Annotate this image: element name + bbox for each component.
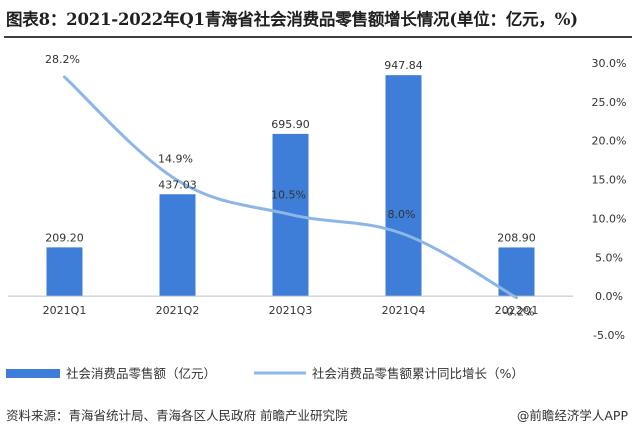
y-right-tick-label: 25.0% [592,96,627,109]
legend: 社会消费品零售额（亿元） 社会消费品零售额累计同比增长（%） [6,366,524,381]
growth-value-label: 8.0% [388,208,416,221]
legend-bar-swatch [6,369,60,378]
title-divider [4,36,632,38]
bar-value-label: 209.20 [45,231,84,244]
legend-line-label: 社会消费品零售额累计同比增长（%） [312,366,524,381]
y-right-tick-label: -5.0% [593,329,625,342]
x-tick-label: 2022Q1 [495,304,539,317]
bar-value-label: 208.90 [497,231,536,244]
bar-2021Q1 [46,247,83,297]
bar-2022Q1 [498,247,535,297]
growth-value-label: -0.2% [503,306,535,319]
growth-line [63,75,518,300]
chart-plot: 209.20 437.03 695.90 947.84 208.90 28.2% 14.9… [6,53,627,381]
chart-title: 图表8：2021-2022年Q1青海省社会消费品零售额增长情况(单位：亿元，%) [6,10,578,29]
bars-layer [46,75,535,297]
bar-2021Q2 [159,194,196,297]
bar-labels-layer: 209.20 437.03 695.90 947.84 208.90 [45,59,536,244]
bar-value-label: 695.90 [271,118,310,131]
growth-value-label: 14.9% [158,152,193,165]
x-tick-label: 2021Q1 [43,304,87,317]
x-tick-label: 2021Q3 [269,304,313,317]
y-right-ticks-layer: 30.0% 25.0% 20.0% 15.0% 10.0% 5.0% 0.0% -5.0% [592,57,627,342]
y-right-tick-label: 0.0% [595,290,623,303]
growth-value-label: 10.5% [271,189,306,202]
x-tick-label: 2021Q4 [382,304,426,317]
y-right-tick-label: 15.0% [592,174,627,187]
x-ticks-layer: 2021Q1 2021Q2 2021Q3 2021Q4 2022Q1 [43,304,539,317]
bar-value-label: 437.03 [158,178,197,191]
y-right-tick-label: 20.0% [592,135,627,148]
bar-2021Q4 [385,75,422,297]
line-labels-layer: 28.2% 14.9% 10.5% 8.0% -0.2% [45,53,534,319]
y-right-tick-label: 10.0% [592,212,627,225]
bar-value-label: 947.84 [384,59,423,72]
source-note: 资料来源：青海省统计局、青海各区人民政府 前瞻产业研究院 [6,408,348,423]
brand-credit: @前瞻经济学人APP [516,408,628,423]
y-right-tick-label: 5.0% [595,251,623,264]
legend-bar-label: 社会消费品零售额（亿元） [66,366,216,381]
x-tick-label: 2021Q2 [156,304,200,317]
y-right-tick-label: 30.0% [592,57,627,70]
growth-value-label: 28.2% [45,53,80,66]
